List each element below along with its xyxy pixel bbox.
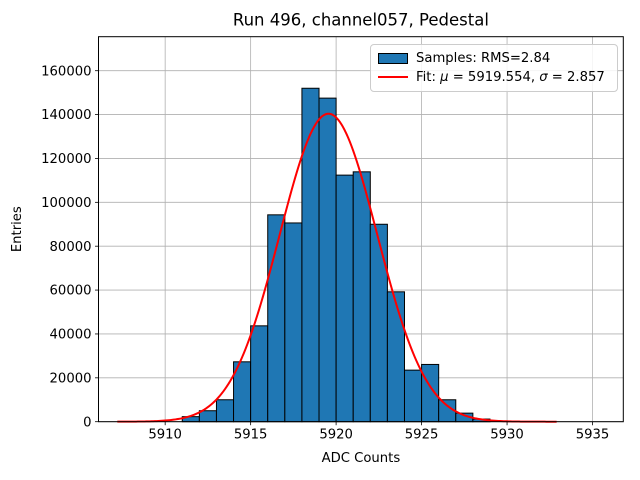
- fit-curve: [117, 112, 557, 423]
- legend-samples-label: Samples: RMS=2.84: [416, 50, 551, 66]
- histogram-bar-5912: [198, 410, 217, 423]
- x-tick-label-5925: 5925: [405, 428, 439, 443]
- histogram-bar-5922: [369, 223, 388, 423]
- y-tick-label-0: 0: [83, 415, 91, 430]
- x-tick-label-5915: 5915: [234, 428, 268, 443]
- y-tick-label-20000: 20000: [50, 371, 92, 386]
- x-tick-label-5920: 5920: [319, 428, 353, 443]
- histogram-bar-5915: [250, 325, 269, 423]
- legend-fit-label: Fit: μ = 5919.554, σ = 2.857: [416, 69, 605, 85]
- legend-box: Samples: RMS=2.84 Fit: μ = 5919.554, σ =…: [370, 44, 618, 92]
- histogram-bar-5923: [386, 291, 405, 423]
- y-tick-label-60000: 60000: [50, 284, 92, 299]
- chart-title: Run 496, channel057, Pedestal: [233, 11, 489, 30]
- x-tick-label-5910: 5910: [148, 428, 182, 443]
- fit-curve-layer: [117, 112, 557, 423]
- y-tick-label-140000: 140000: [41, 108, 91, 123]
- y-tick-label-120000: 120000: [41, 152, 91, 167]
- x-axis-label: ADC Counts: [322, 451, 401, 466]
- histogram-bar-5913: [215, 399, 235, 423]
- axis-ticks-layer: 5910 5915 5920 5925 5930 5935 0 20000 40000 60000…: [41, 64, 609, 442]
- histogram-bar-5920: [335, 174, 354, 423]
- legend-entry-fit: Fit: μ = 5919.554, σ = 2.857: [378, 71, 609, 84]
- histogram-bars: [181, 87, 491, 423]
- samples-histogram-swatch: [378, 52, 408, 64]
- histogram-bar-5918: [301, 87, 320, 423]
- y-axis-label: Entries: [10, 206, 25, 252]
- fit-line-swatch: [378, 76, 408, 79]
- y-tick-label-100000: 100000: [41, 196, 91, 211]
- histogram-bar-5921: [352, 171, 371, 423]
- y-tick-label-40000: 40000: [50, 328, 92, 343]
- x-tick-label-5930: 5930: [490, 428, 524, 443]
- histogram-bar-5917: [284, 222, 303, 423]
- legend-entry-samples: Samples: RMS=2.84: [378, 52, 609, 65]
- y-tick-label-160000: 160000: [41, 64, 91, 79]
- histogram-bar-5924: [403, 369, 423, 423]
- histogram-bar-5919: [318, 97, 337, 423]
- y-tick-label-80000: 80000: [50, 240, 92, 255]
- x-tick-label-5935: 5935: [576, 428, 610, 443]
- plot-frame: [98, 36, 624, 423]
